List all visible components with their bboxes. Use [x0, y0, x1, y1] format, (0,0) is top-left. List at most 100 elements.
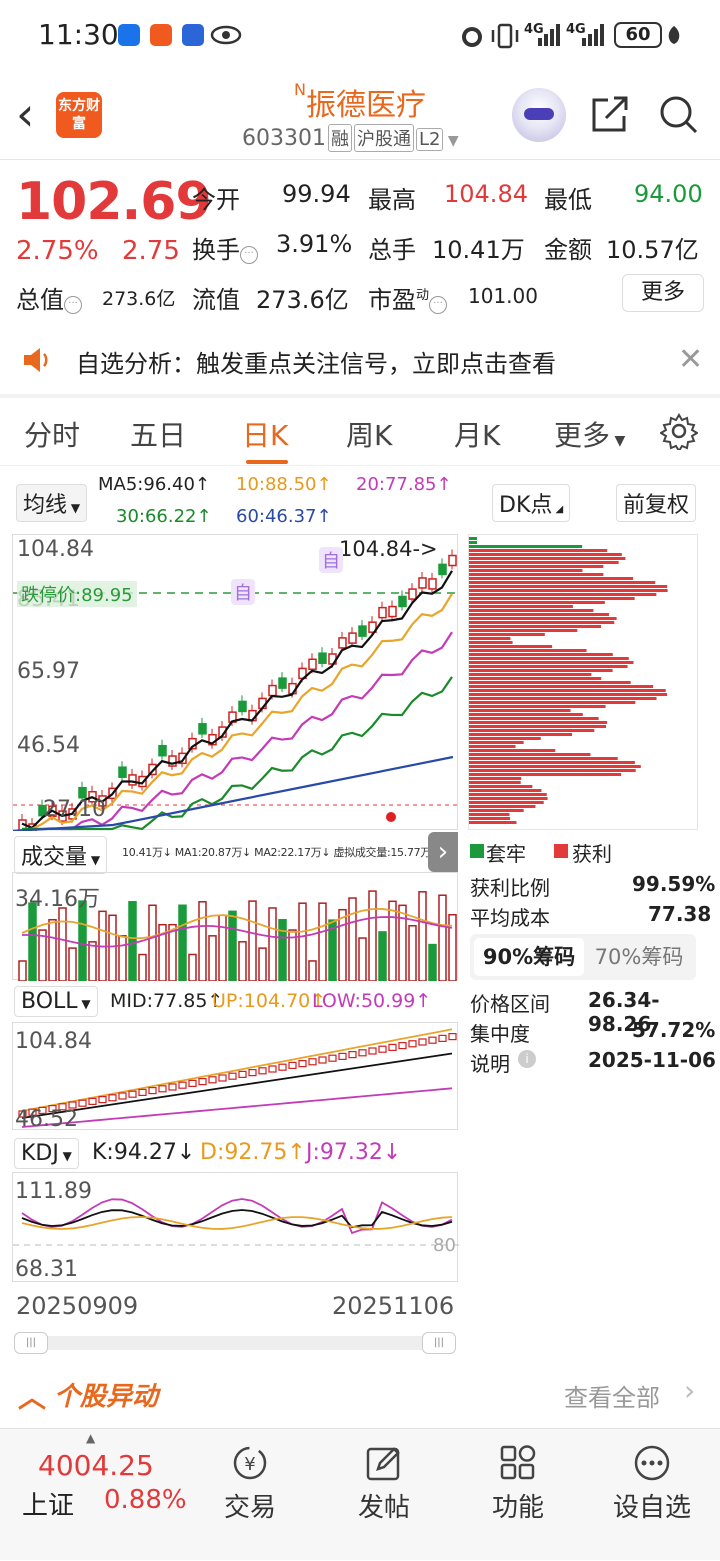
index-ticker[interactable]: ▲ 4004.25 上证 0.88%: [22, 1431, 187, 1521]
ma10-value: 10:88.50↑: [236, 474, 332, 495]
volume-bar: [418, 891, 427, 982]
start-date: 20250909: [16, 1292, 139, 1320]
open-label: 今开: [192, 186, 240, 214]
view-all-link[interactable]: 查看全部: [564, 1384, 660, 1412]
chip-bar: [469, 777, 522, 780]
ma5-value: MA5:96.40↑: [98, 474, 210, 495]
volume-chart[interactable]: 34.16万: [12, 872, 458, 982]
kdj-chart[interactable]: 111.89 68.31 80: [12, 1172, 459, 1282]
adjust-selector[interactable]: 前复权: [616, 484, 697, 522]
volume-bar: [138, 953, 147, 982]
battery-icon: 60: [614, 22, 662, 48]
chevron-right-icon: ›: [684, 1374, 696, 1407]
tab-monthly-k[interactable]: 月K: [454, 419, 501, 452]
movement-section[interactable]: ︿ 个股异动 查看全部 ›: [0, 1364, 720, 1424]
chip-bar: [469, 553, 622, 556]
candle: [388, 605, 397, 618]
boll-candle: [58, 1103, 67, 1111]
chip-bar: [469, 809, 524, 812]
eye-icon: [210, 25, 242, 45]
ma-selector[interactable]: 均线 ▼: [16, 484, 88, 522]
boll-candle: [28, 1108, 37, 1116]
chip-bar: [469, 661, 634, 664]
kdj-j-line: [21, 1198, 453, 1235]
vibrate-icon: [491, 23, 519, 49]
volume-bar: [148, 904, 157, 982]
volume-bar: [278, 919, 287, 982]
volume-bar: [168, 923, 177, 982]
legend-profit: 获利: [572, 842, 612, 866]
boll-candle: [198, 1077, 207, 1086]
note-label: 说明: [470, 1052, 510, 1076]
range-scrollbar[interactable]: ||| |||: [14, 1332, 456, 1354]
stock-header: ‹ 东方财富 N振德医疗 603301 融沪股通 L2 ▼: [0, 72, 720, 160]
close-icon[interactable]: ✕: [678, 342, 704, 377]
volume-selector[interactable]: 成交量 ▼: [14, 836, 108, 874]
search-icon[interactable]: [656, 92, 700, 136]
chip-bar: [469, 613, 609, 616]
network-type: 4G: [566, 22, 586, 37]
info-icon[interactable]: i: [518, 1050, 536, 1068]
open-value: 99.94: [282, 180, 351, 208]
boll-chart[interactable]: 104.84 46.52: [12, 1022, 458, 1132]
boll-candle: [338, 1052, 347, 1060]
tab-daily-k[interactable]: 日K: [242, 419, 289, 452]
chip-bar: [469, 621, 615, 624]
candle: [338, 637, 347, 649]
profit-ratio: 99.59%: [632, 872, 716, 896]
share-icon[interactable]: [588, 92, 632, 136]
ma20-line: [22, 631, 453, 831]
volume-bar: [198, 901, 207, 982]
volume-bar: [108, 914, 117, 982]
kdj-selector[interactable]: KDJ ▼: [14, 1138, 79, 1169]
dk-point-selector[interactable]: DK点 ◢: [492, 484, 571, 522]
high-price-note: 104.84->: [339, 537, 438, 561]
chip-tab-90[interactable]: 90%筹码: [474, 938, 584, 976]
volume-bar: [408, 924, 417, 982]
boll-selector[interactable]: BOLL ▼: [14, 986, 98, 1017]
tab-intraday[interactable]: 分时: [24, 419, 81, 452]
chip-bar: [469, 589, 668, 592]
boll-candle: [378, 1045, 387, 1053]
candle: [178, 752, 187, 765]
range-handle-left[interactable]: |||: [14, 1332, 48, 1354]
notice-bar[interactable]: 自选分析：触发重点关注信号，立即点击查看 ✕: [0, 326, 720, 396]
tab-more[interactable]: 更多 ▼: [554, 419, 626, 452]
nav-post[interactable]: 发帖: [324, 1443, 444, 1524]
chip-bar: [469, 633, 545, 636]
chip-tab-70[interactable]: 70%筹码: [594, 945, 684, 969]
nav-trade[interactable]: ¥ 交易: [190, 1443, 310, 1524]
y-axis-label: 46.54: [17, 733, 80, 758]
boll-candle: [48, 1104, 57, 1113]
volume-bar: [58, 907, 67, 982]
mktcap-label: 总值 ···: [16, 280, 82, 315]
tab-weekly-k[interactable]: 周K: [346, 419, 393, 452]
volume-bar: [298, 902, 307, 982]
candle: [38, 804, 47, 817]
ai-assistant-icon[interactable]: [512, 88, 566, 142]
chip-bar: [469, 585, 668, 588]
chip-bar: [469, 653, 613, 656]
boll-candle: [328, 1054, 337, 1062]
back-button[interactable]: ‹: [16, 87, 35, 141]
boll-candle: [168, 1083, 177, 1091]
network-type: 4G: [524, 22, 544, 37]
more-quote-button[interactable]: 更多: [622, 274, 704, 312]
nav-add-watchlist[interactable]: 设自选: [592, 1443, 712, 1524]
tab-five-day[interactable]: 五日: [130, 419, 187, 452]
grid-icon: [500, 1445, 536, 1480]
kline-canvas: [13, 549, 459, 831]
boll-candle: [428, 1036, 437, 1044]
bottom-nav: ▲ 4004.25 上证 0.88% ¥ 交易 发帖 功能 设自选: [0, 1428, 720, 1560]
chip-tab-bar: 90%筹码 70%筹码: [470, 934, 696, 980]
edit-icon: [366, 1447, 400, 1481]
chevron-right-icon[interactable]: ›: [428, 832, 458, 872]
y-axis-label: 27.10: [43, 797, 106, 822]
volume-bar: [48, 918, 57, 982]
range-handle-right[interactable]: |||: [422, 1332, 456, 1354]
volume-bar: [238, 941, 247, 982]
settings-icon[interactable]: [660, 412, 698, 450]
nav-functions[interactable]: 功能: [458, 1443, 578, 1524]
kline-chart[interactable]: 104.84 85.41 65.97 46.54 27.10 跌停价:89.95…: [12, 534, 459, 831]
pe-label: 市盈动···: [368, 280, 448, 315]
